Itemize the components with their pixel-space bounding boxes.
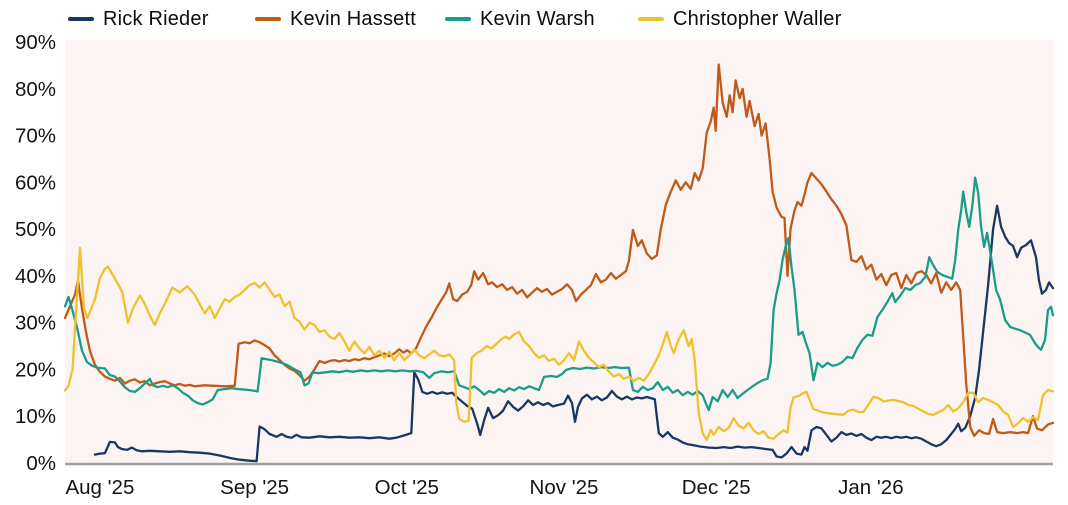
y-tick-label: 30% xyxy=(15,312,56,335)
legend-item-christopher-waller[interactable]: Christopher Waller xyxy=(638,6,841,32)
y-tick-label: 50% xyxy=(15,218,56,241)
x-tick-label: Jan '26 xyxy=(838,476,903,499)
x-tick-label: Sep '25 xyxy=(220,476,289,499)
series-line-rick-rieder xyxy=(93,204,1055,463)
x-tick-label: Aug '25 xyxy=(65,476,134,499)
legend-swatch-kevin-warsh xyxy=(445,17,471,21)
legend-label-kevin-hassett: Kevin Hassett xyxy=(290,7,416,30)
legend-item-kevin-hassett[interactable]: Kevin Hassett xyxy=(255,6,416,32)
legend-swatch-christopher-waller xyxy=(638,17,664,21)
y-tick-label: 80% xyxy=(15,78,56,101)
series-lines xyxy=(63,63,1055,463)
legend-label-christopher-waller: Christopher Waller xyxy=(673,7,842,30)
x-tick-label: Oct '25 xyxy=(375,476,439,499)
legend-item-rick-rieder[interactable]: Rick Rieder xyxy=(68,6,209,32)
series-line-christopher-waller xyxy=(63,246,1055,442)
series-line-kevin-warsh xyxy=(63,176,1055,412)
y-tick-label: 60% xyxy=(15,171,56,194)
legend-swatch-rick-rieder xyxy=(68,17,94,21)
plot-background xyxy=(65,40,1053,463)
y-tick-label: 10% xyxy=(15,405,56,428)
legend-item-kevin-warsh[interactable]: Kevin Warsh xyxy=(445,6,595,32)
legend-label-kevin-warsh: Kevin Warsh xyxy=(480,7,595,30)
y-tick-label: 90% xyxy=(15,31,56,54)
x-axis-labels: Aug '25 Sep '25 Oct '25 Nov '25 Dec '25 Jan '… xyxy=(65,476,903,499)
x-tick-label: Nov '25 xyxy=(530,476,599,499)
series-line-kevin-hassett xyxy=(63,63,1055,438)
y-axis-labels: 0% 10% 20% 30% 40% 50% 60% 70% 80% 90% xyxy=(15,31,56,475)
legend-label-rick-rieder: Rick Rieder xyxy=(103,7,209,30)
legend: Rick Rieder Kevin Hassett Kevin Warsh Ch… xyxy=(0,6,1068,32)
y-tick-label: 70% xyxy=(15,125,56,148)
legend-swatch-kevin-hassett xyxy=(255,17,281,21)
x-tick-label: Dec '25 xyxy=(682,476,751,499)
y-tick-label: 40% xyxy=(15,265,56,288)
y-tick-label: 0% xyxy=(26,452,56,475)
y-tick-label: 20% xyxy=(15,358,56,381)
